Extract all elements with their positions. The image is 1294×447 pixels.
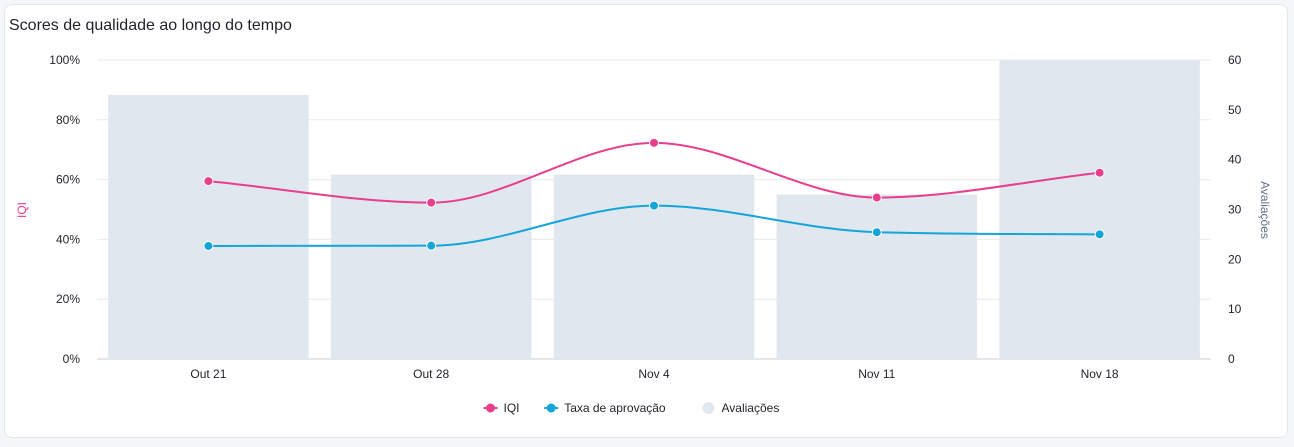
point-taxa-de-aprova-o[interactable] [1094, 229, 1105, 240]
point-taxa-de-aprova-o[interactable] [871, 227, 882, 238]
legend-label: Taxa de aprovação [564, 401, 666, 415]
legend-item-avalia-es[interactable]: Avaliações [702, 401, 780, 415]
point-iqi[interactable] [1094, 167, 1105, 178]
right-tick-label: 40 [1228, 153, 1242, 167]
point-iqi[interactable] [871, 192, 882, 203]
x-tick-label: Out 28 [413, 367, 449, 381]
left-tick-label: 0% [63, 352, 81, 366]
point-iqi[interactable] [426, 197, 437, 208]
legend-label: Avaliações [722, 401, 780, 415]
line-series [203, 137, 1105, 251]
x-axis-ticks: Out 21 Out 28 Nov 4 Nov 11 Nov 18 [190, 367, 1119, 381]
chart-title: Scores de qualidade ao longo do tempo [9, 17, 292, 34]
point-iqi[interactable] [203, 176, 214, 187]
x-tick-label: Nov 11 [858, 367, 895, 381]
legend-swatch [486, 403, 495, 413]
right-tick-label: 10 [1228, 302, 1242, 316]
legend-swatch [546, 403, 556, 413]
left-tick-label: 20% [56, 292, 80, 306]
point-iqi[interactable] [649, 137, 659, 148]
legend-item-iqi[interactable]: IQI [483, 401, 520, 415]
point-taxa-de-aprova-o[interactable] [426, 240, 437, 251]
right-tick-label: 0 [1228, 352, 1235, 366]
left-axis-label: IQI [15, 202, 29, 218]
right-axis-label: Avaliações [1258, 181, 1272, 239]
right-tick-label: 50 [1228, 103, 1242, 117]
bar-avaliacoes[interactable] [776, 194, 978, 359]
left-tick-label: 60% [56, 173, 80, 187]
x-tick-label: Out 21 [190, 367, 226, 381]
bar-series-avaliacoes [108, 60, 1200, 359]
right-tick-label: 60 [1228, 53, 1242, 67]
left-tick-label: 100% [49, 53, 80, 67]
bar-avaliacoes[interactable] [108, 94, 309, 359]
legend-swatch [702, 402, 715, 414]
right-axis-ticks: 0 10 20 30 40 50 60 [1228, 53, 1242, 366]
right-tick-label: 20 [1228, 252, 1242, 266]
legend: IQI Taxa de aprovação Avaliações [483, 401, 780, 415]
point-taxa-de-aprova-o[interactable] [203, 240, 214, 251]
x-tick-label: Nov 18 [1081, 367, 1119, 381]
left-axis-ticks: 0% 20% 40% 60% 80% 100% [49, 53, 80, 366]
bar-avaliacoes[interactable] [999, 60, 1200, 359]
legend-label: IQI [504, 401, 520, 415]
left-tick-label: 80% [56, 113, 80, 127]
x-tick-label: Nov 4 [638, 367, 670, 381]
point-taxa-de-aprova-o[interactable] [649, 200, 659, 211]
right-tick-label: 30 [1228, 203, 1242, 217]
left-tick-label: 40% [56, 232, 80, 246]
legend-item-taxa-de-aprova-o[interactable]: Taxa de aprovação [544, 401, 666, 415]
